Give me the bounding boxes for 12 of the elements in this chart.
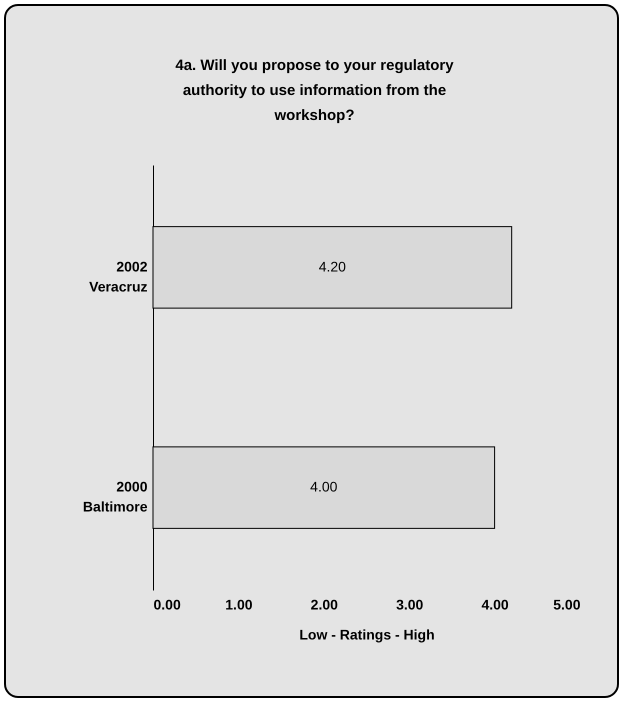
y-tick-label: 2002 Veracruz	[89, 258, 148, 294]
x-tick-label: 5.00	[553, 596, 581, 612]
data-label: 4.20	[318, 258, 346, 274]
x-tick-label: 3.00	[396, 596, 424, 612]
chart-title: 4a. Will you propose to your regulatory authority to use information from the workshop?	[175, 57, 454, 124]
x-tick-label: 4.00	[481, 596, 509, 612]
data-label: 4.00	[310, 478, 338, 495]
x-tick-label: 0.00	[154, 596, 181, 612]
x-tick-label: 2.00	[310, 596, 338, 612]
x-axis-title: Low - Ratings - High	[299, 626, 435, 642]
y-tick-label: 2000 Baltimore	[82, 478, 148, 515]
x-tick-label: 1.00	[225, 596, 253, 612]
